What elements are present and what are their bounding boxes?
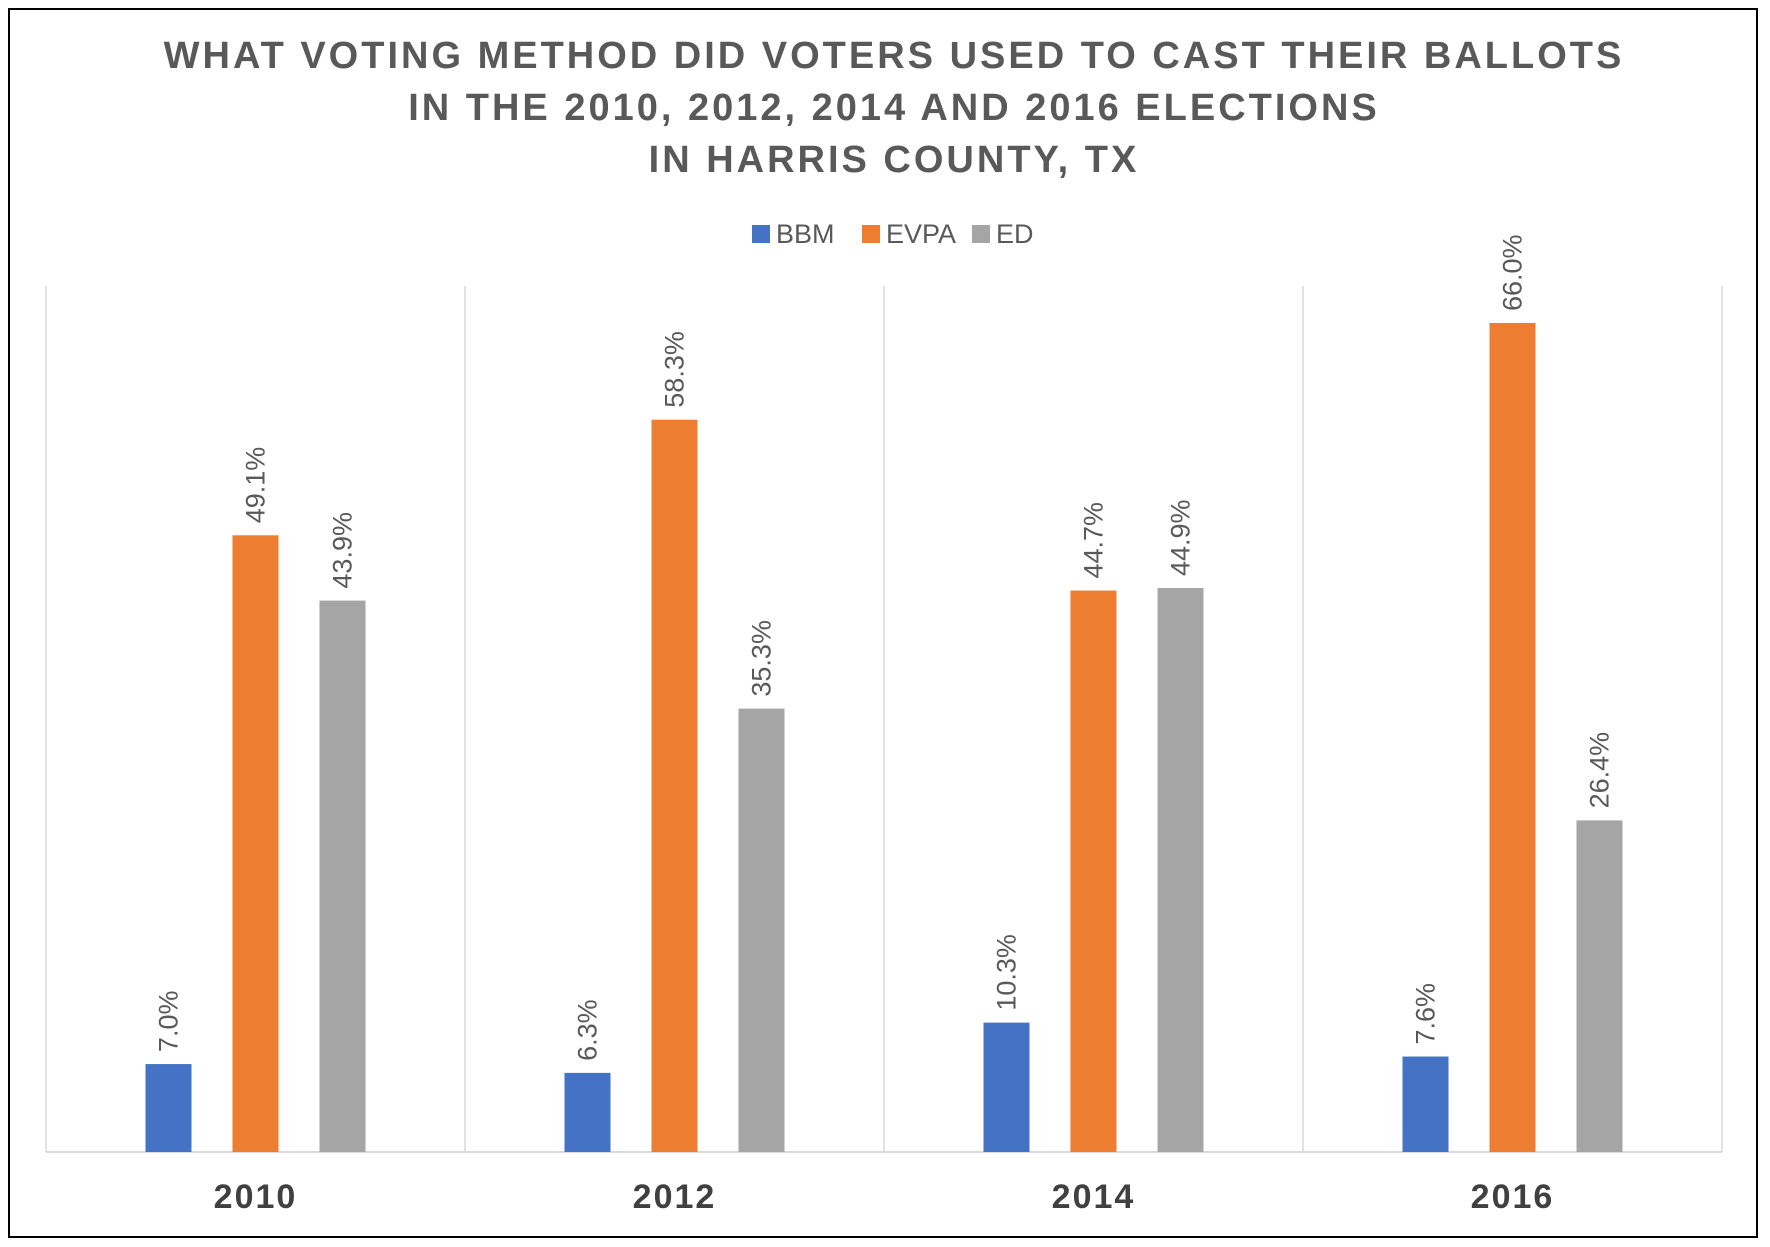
bar-ed-2012 (738, 708, 785, 1152)
data-label-ed-2016: 26.4% (1585, 732, 1615, 809)
bar-evpa-2010 (232, 535, 279, 1152)
data-label-evpa-2016: 66.0% (1498, 234, 1528, 311)
data-label-ed-2014: 44.9% (1166, 499, 1196, 576)
legend-label-ed: ED (996, 219, 1034, 249)
gridlines (45, 286, 1723, 1153)
data-labels: 7.0% 49.1% 43.9% 6.3% 58.3% 35.3% 10.3% 44.7% 44… (154, 234, 1615, 1060)
legend-label-evpa: EVPA (886, 219, 956, 249)
bar-bbm-2010 (145, 1064, 192, 1152)
title-line-3: IN HARRIS COUNTY, TX (649, 139, 1140, 181)
legend-swatch-evpa (862, 225, 880, 243)
bar-ed-2010 (319, 600, 366, 1152)
bar-evpa-2014 (1070, 590, 1117, 1152)
bar-bbm-2012 (564, 1072, 611, 1152)
data-label-evpa-2010: 49.1% (241, 447, 271, 524)
title-line-1: WHAT VOTING METHOD DID VOTERS USED TO CA… (164, 35, 1625, 77)
bar-evpa-2016 (1489, 323, 1536, 1152)
bar-bbm-2014 (983, 1022, 1030, 1152)
data-label-bbm-2014: 10.3% (992, 934, 1022, 1011)
chart-frame: WHAT VOTING METHOD DID VOTERS USED TO CA… (8, 8, 1758, 1238)
legend-label-bbm: BBM (776, 219, 835, 249)
data-label-ed-2012: 35.3% (747, 620, 777, 697)
category-label-2016: 2016 (1471, 1178, 1555, 1216)
data-label-evpa-2014: 44.7% (1079, 502, 1109, 579)
bar-bbm-2016 (1402, 1056, 1449, 1152)
category-label-2014: 2014 (1052, 1178, 1136, 1216)
bar-ed-2014 (1157, 588, 1204, 1152)
category-label-2012: 2012 (633, 1178, 717, 1216)
data-label-bbm-2012: 6.3% (573, 999, 603, 1061)
category-label-2010: 2010 (214, 1178, 298, 1216)
data-label-bbm-2010: 7.0% (154, 991, 184, 1053)
data-label-ed-2010: 43.9% (328, 512, 358, 589)
data-label-bbm-2016: 7.6% (1411, 983, 1441, 1045)
category-labels: 2010 2012 2014 2016 (214, 1178, 1555, 1216)
bar-chart: WHAT VOTING METHOD DID VOTERS USED TO CA… (45, 35, 1723, 1216)
bar-ed-2016 (1576, 820, 1623, 1152)
data-label-evpa-2012: 58.3% (660, 331, 690, 408)
bar-evpa-2012 (651, 419, 698, 1152)
chart-title: WHAT VOTING METHOD DID VOTERS USED TO CA… (164, 35, 1625, 181)
bars (145, 323, 1623, 1152)
legend: BBM EVPA ED (752, 219, 1034, 249)
legend-swatch-ed (972, 225, 990, 243)
legend-swatch-bbm (752, 225, 770, 243)
title-line-2: IN THE 2010, 2012, 2014 AND 2016 ELECTIO… (408, 87, 1380, 129)
